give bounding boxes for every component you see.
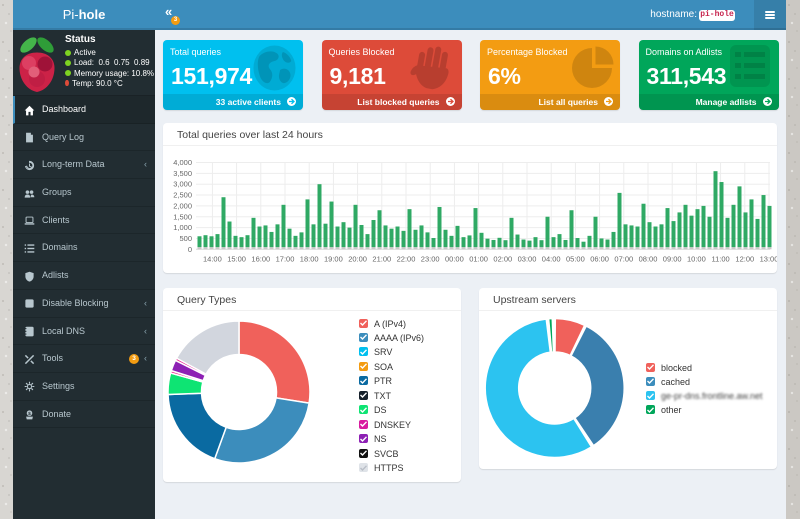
- svg-text:0: 0: [188, 244, 192, 253]
- svg-text:03:00: 03:00: [518, 254, 537, 263]
- svg-text:11:00: 11:00: [711, 254, 729, 263]
- svg-text:15:00: 15:00: [227, 254, 246, 263]
- svg-text:500: 500: [179, 233, 192, 242]
- svg-text:13:00: 13:00: [760, 254, 777, 263]
- svg-text:2,000: 2,000: [173, 201, 192, 210]
- svg-text:14:00: 14:00: [203, 254, 222, 263]
- svg-text:1,500: 1,500: [173, 212, 192, 221]
- svg-text:21:00: 21:00: [372, 254, 391, 263]
- svg-text:06:00: 06:00: [590, 254, 609, 263]
- svg-text:12:00: 12:00: [735, 254, 754, 263]
- svg-text:05:00: 05:00: [566, 254, 585, 263]
- svg-text:04:00: 04:00: [542, 254, 561, 263]
- svg-text:17:00: 17:00: [276, 254, 295, 263]
- svg-text:22:00: 22:00: [397, 254, 416, 263]
- svg-text:16:00: 16:00: [251, 254, 270, 263]
- svg-text:08:00: 08:00: [639, 254, 658, 263]
- svg-text:$: $: [28, 411, 31, 417]
- svg-text:00:00: 00:00: [445, 254, 464, 263]
- svg-text:4,000: 4,000: [173, 158, 192, 167]
- svg-text:23:00: 23:00: [421, 254, 440, 263]
- svg-text:1,000: 1,000: [173, 223, 192, 232]
- svg-text:09:00: 09:00: [663, 254, 682, 263]
- svg-text:19:00: 19:00: [324, 254, 343, 263]
- svg-text:3,500: 3,500: [173, 168, 192, 177]
- svg-text:10:00: 10:00: [687, 254, 706, 263]
- svg-text:01:00: 01:00: [469, 254, 488, 263]
- svg-text:3,000: 3,000: [173, 179, 192, 188]
- svg-text:18:00: 18:00: [300, 254, 319, 263]
- svg-text:02:00: 02:00: [493, 254, 512, 263]
- svg-text:2,500: 2,500: [173, 190, 192, 199]
- svg-text:20:00: 20:00: [348, 254, 367, 263]
- svg-text:07:00: 07:00: [614, 254, 633, 263]
